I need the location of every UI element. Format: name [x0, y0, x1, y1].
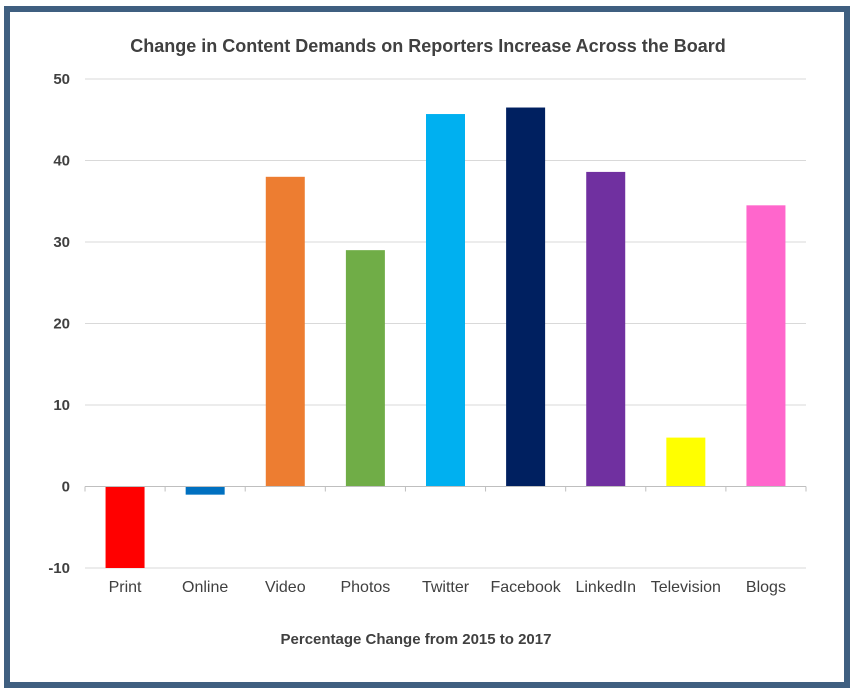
category-label: Video	[265, 579, 306, 596]
category-label: Print	[109, 579, 142, 596]
bar-online	[185, 486, 225, 495]
bar-photos	[345, 250, 385, 487]
y-tick-label: -10	[48, 560, 70, 577]
y-tick-label: 30	[53, 234, 70, 251]
chart-title: Change in Content Demands on Reporters I…	[130, 36, 725, 56]
bar-blogs	[746, 205, 786, 487]
y-tick-label: 0	[62, 479, 70, 496]
category-label: Online	[182, 579, 228, 596]
y-axis-ticks: 50 40 30 20 10 0 -10	[48, 71, 70, 577]
category-label: Television	[651, 579, 721, 596]
x-axis-label: Percentage Change from 2015 to 2017	[281, 631, 552, 648]
bar-linkedin	[586, 171, 626, 487]
bar-print	[105, 486, 145, 568]
category-label: Twitter	[422, 579, 470, 596]
y-tick-label: 20	[53, 316, 70, 333]
y-tick-label: 10	[53, 397, 70, 414]
category-label: Facebook	[490, 579, 561, 596]
bar-twitter	[426, 114, 465, 487]
x-axis	[84, 486, 807, 492]
category-label: LinkedIn	[575, 579, 636, 596]
bar-television	[666, 437, 706, 487]
bars	[105, 107, 786, 568]
category-label: Photos	[340, 579, 390, 596]
category-labels: Print Online Video Photos Twitter Facebook Lin…	[109, 579, 786, 596]
category-label: Blogs	[746, 579, 786, 596]
bar-facebook	[506, 107, 546, 487]
bar-video	[265, 176, 305, 487]
y-tick-label: 50	[53, 71, 70, 88]
y-tick-label: 40	[53, 153, 70, 170]
